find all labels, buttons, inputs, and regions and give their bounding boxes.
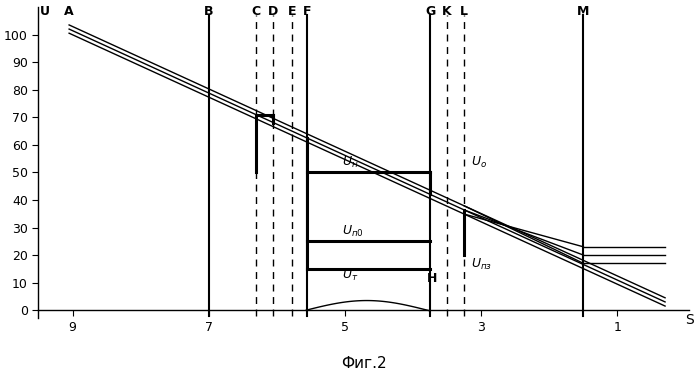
Text: A: A bbox=[64, 5, 74, 18]
Text: K: K bbox=[442, 5, 452, 18]
Text: $U_{п0}$: $U_{п0}$ bbox=[342, 224, 363, 238]
Text: $U_о$: $U_о$ bbox=[471, 154, 487, 170]
Text: H: H bbox=[427, 272, 438, 285]
Text: $U_т$: $U_т$ bbox=[342, 267, 358, 283]
Text: U: U bbox=[41, 5, 50, 18]
Text: G: G bbox=[425, 5, 435, 18]
Text: D: D bbox=[268, 5, 279, 18]
Text: E: E bbox=[287, 5, 296, 18]
Text: $U_н$: $U_н$ bbox=[342, 154, 358, 170]
Text: F: F bbox=[303, 5, 312, 18]
Text: S: S bbox=[686, 313, 694, 327]
Text: L: L bbox=[460, 5, 468, 18]
Text: C: C bbox=[252, 5, 261, 18]
Text: $U_{пз}$: $U_{пз}$ bbox=[471, 257, 492, 272]
X-axis label: Фиг.2: Фиг.2 bbox=[341, 356, 387, 371]
Text: M: M bbox=[577, 5, 589, 18]
Text: B: B bbox=[204, 5, 213, 18]
